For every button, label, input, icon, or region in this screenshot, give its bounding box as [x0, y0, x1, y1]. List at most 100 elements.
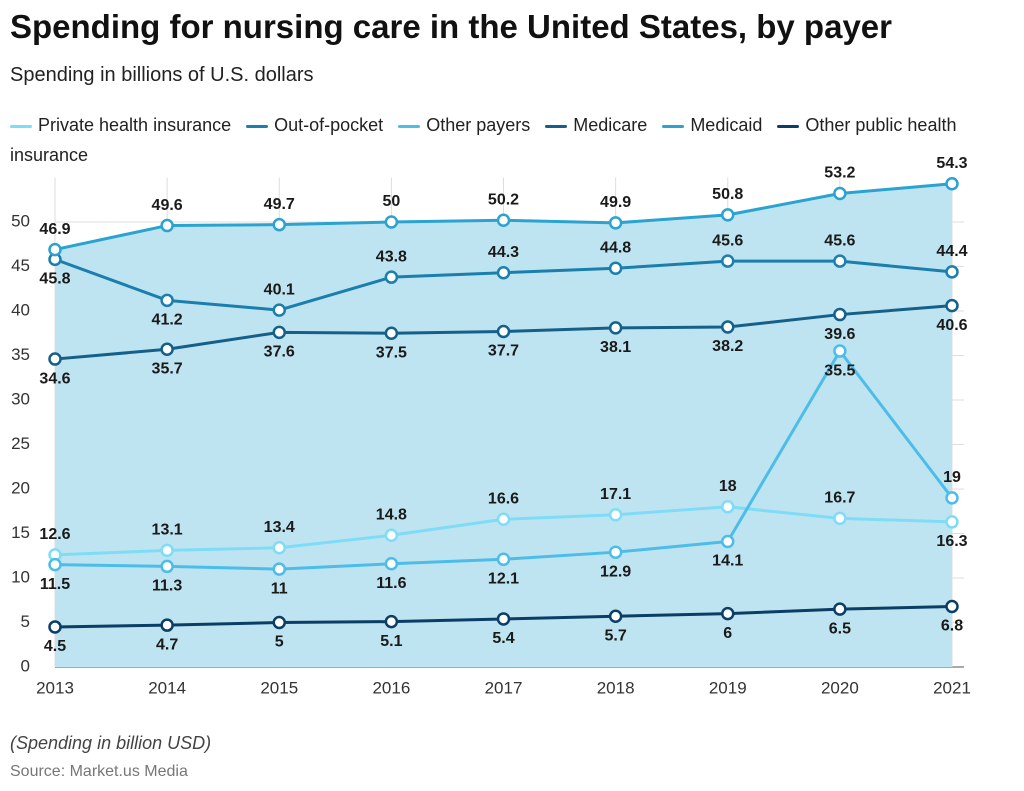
data-label: 44.4 — [936, 243, 967, 260]
data-label: 11 — [271, 580, 288, 597]
point — [496, 213, 511, 227]
data-label: 45.6 — [712, 232, 743, 249]
point — [160, 218, 174, 233]
data-label: 5.7 — [605, 627, 627, 644]
y-tick-label: 30 — [11, 389, 30, 408]
legend-item: Medicare — [545, 115, 647, 135]
x-tick-label: 2020 — [821, 678, 859, 697]
point — [833, 602, 847, 616]
y-tick-label: 50 — [11, 211, 30, 230]
point — [945, 491, 959, 505]
point — [48, 620, 62, 634]
data-label: 6.5 — [829, 620, 851, 637]
data-label: 12.6 — [39, 526, 70, 543]
y-tick-label: 40 — [11, 300, 30, 319]
point — [160, 559, 174, 574]
data-label: 35.7 — [152, 360, 183, 377]
point — [272, 540, 286, 555]
point — [721, 208, 735, 222]
point — [384, 215, 399, 229]
data-label: 14.8 — [376, 506, 407, 523]
data-label: 49.6 — [152, 197, 183, 214]
data-label: 46.9 — [39, 221, 70, 238]
data-label: 11.6 — [376, 575, 406, 592]
data-label: 35.5 — [824, 362, 855, 379]
legend-item: Other payers — [398, 115, 530, 135]
data-label: 34.6 — [39, 370, 70, 387]
point — [721, 606, 735, 621]
data-label: 45.8 — [39, 271, 70, 288]
data-label: 53.2 — [824, 165, 855, 182]
source: Source: Market.us Media — [10, 763, 188, 780]
point — [496, 265, 511, 280]
point — [272, 615, 286, 630]
point — [496, 612, 511, 626]
point — [833, 254, 847, 268]
point — [272, 325, 286, 340]
data-label: 5.4 — [492, 630, 514, 647]
data-label: 12.1 — [488, 571, 519, 588]
y-tick-label: 5 — [21, 612, 30, 631]
data-labels: 12.6 13.1 13.4 14.8 16.6 17.1 18 16.7 16.3 45.8 41… — [39, 155, 967, 655]
point — [608, 216, 623, 230]
data-label: 37.5 — [376, 344, 407, 361]
data-label: 5 — [275, 634, 284, 651]
data-label: 16.3 — [936, 533, 967, 550]
point — [496, 512, 511, 527]
data-label: 18 — [719, 478, 737, 495]
data-label: 13.4 — [264, 519, 295, 536]
point — [833, 344, 847, 358]
data-label: 6 — [723, 625, 732, 642]
point — [48, 352, 62, 366]
data-label: 40.6 — [936, 317, 967, 334]
legend-swatch — [662, 124, 685, 128]
legend-item: Other public health insurance — [10, 115, 956, 165]
point — [945, 298, 959, 313]
data-label: 11.3 — [152, 578, 182, 595]
y-tick-label: 0 — [21, 656, 30, 675]
data-label: 4.5 — [44, 638, 66, 655]
y-tick-label: 35 — [11, 345, 30, 364]
point — [160, 618, 174, 632]
legend-swatch — [398, 124, 421, 128]
legend-swatch — [777, 124, 800, 128]
y-tick-label: 20 — [11, 478, 30, 497]
data-label: 45.6 — [824, 232, 855, 249]
data-label: 38.2 — [712, 338, 743, 355]
point — [48, 242, 62, 257]
point — [721, 320, 735, 334]
legend-label: Medicare — [573, 115, 648, 135]
point — [496, 324, 511, 339]
point — [721, 254, 735, 268]
y-tick-label: 45 — [11, 256, 30, 275]
y-tick-label: 10 — [11, 567, 30, 586]
points — [48, 176, 959, 634]
data-label: 44.8 — [600, 239, 631, 256]
point — [48, 557, 62, 572]
point — [384, 528, 399, 543]
point — [945, 265, 959, 279]
point — [384, 557, 399, 571]
point — [945, 176, 959, 191]
x-tick-label: 2018 — [597, 678, 635, 697]
x-tick-label: 2019 — [709, 678, 747, 697]
note: (Spending in billion USD) — [10, 733, 212, 753]
y-tick-label: 15 — [11, 523, 30, 542]
data-label: 37.6 — [264, 344, 295, 361]
data-label: 11.5 — [40, 576, 70, 593]
legend-label: Out-of-pocket — [274, 115, 384, 135]
x-tick-label: 2021 — [933, 678, 971, 697]
point — [272, 303, 286, 317]
point — [160, 342, 174, 357]
data-label: 14.1 — [712, 553, 743, 570]
legend-item: Private health insurance — [10, 115, 231, 135]
chart-title: Spending for nursing care in the United … — [10, 8, 892, 45]
data-label: 49.9 — [600, 194, 631, 211]
chart-subtitle: Spending in billions of U.S. dollars — [10, 64, 314, 86]
data-label: 17.1 — [600, 486, 631, 503]
legend: Private health insurance Out-of-pocket O… — [10, 110, 990, 170]
x-tick-label: 2016 — [372, 678, 410, 697]
x-tick-label: 2015 — [260, 678, 298, 697]
